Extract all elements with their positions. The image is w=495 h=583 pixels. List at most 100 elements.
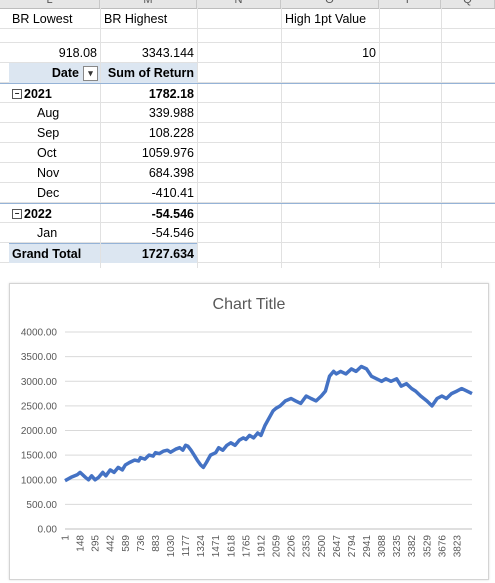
pivot-row-label-header[interactable]: Date ▾	[9, 63, 100, 83]
pivot-value-header[interactable]: Sum of Return	[101, 63, 197, 83]
x-tick-label: 1177	[181, 535, 192, 557]
pivot-year-row: −2022 -54.546	[0, 203, 495, 223]
x-tick-label: 2206	[287, 535, 298, 558]
x-tick-label: 295	[91, 535, 102, 552]
pivot-month-row: Sep 108.228	[0, 123, 495, 143]
column-header-n[interactable]: N	[197, 0, 281, 8]
x-tick-label: 2500	[317, 535, 328, 558]
grand-total-value[interactable]: 1727.634	[101, 243, 197, 263]
br-lowest-label[interactable]: BR Lowest	[12, 12, 73, 26]
x-tick-label: 2647	[332, 535, 343, 558]
y-tick-label: 3500.00	[21, 352, 58, 363]
pivot-row-label[interactable]: −2021	[9, 84, 100, 104]
x-tick-label: 442	[106, 535, 117, 552]
pivot-month-row: Dec -410.41	[0, 183, 495, 203]
x-tick-label: 1324	[196, 535, 207, 558]
pivot-header-row: Date ▾ Sum of Return	[0, 63, 495, 83]
pivot-row-text: Oct	[37, 146, 57, 160]
y-tick-label: 1500.00	[21, 451, 58, 462]
pivot-row-value[interactable]: -54.546	[151, 226, 194, 240]
x-tick-label: 1912	[256, 535, 267, 558]
column-header-o[interactable]: O	[281, 0, 379, 8]
x-tick-label: 2941	[362, 535, 373, 558]
grand-total-label[interactable]: Grand Total	[9, 243, 100, 263]
grid-line	[379, 8, 380, 268]
pivot-date-label: Date	[51, 66, 79, 80]
chart-title[interactable]: Chart Title	[212, 296, 286, 313]
pivot-row-label[interactable]: Oct	[9, 143, 100, 163]
pivot-month-row: Oct 1059.976	[0, 143, 495, 163]
y-tick-label: 3000.00	[21, 377, 58, 388]
column-header-p[interactable]: P	[379, 0, 441, 8]
y-tick-label: 0.00	[38, 525, 58, 536]
chart-series-line[interactable]	[64, 364, 473, 483]
y-tick-label: 2000.00	[21, 426, 58, 437]
grid-line	[197, 8, 198, 268]
grid-line	[100, 8, 101, 268]
line-chart[interactable]: Chart Title 0.00 500.00 1000.00 1500.00 2000…	[9, 283, 489, 580]
y-tick-label: 2500.00	[21, 401, 58, 412]
pivot-row-label[interactable]: Jan	[9, 223, 100, 243]
y-tick-label: 500.00	[26, 500, 57, 511]
x-tick-label: 3235	[392, 535, 403, 558]
x-tick-label: 2353	[302, 535, 313, 558]
pivot-row-text: 2022	[24, 207, 52, 221]
pivot-row-value[interactable]: -410.41	[151, 186, 194, 200]
pivot-row-value[interactable]: 1059.976	[141, 146, 194, 160]
column-header-l[interactable]: L	[0, 0, 100, 8]
high-1pt-label[interactable]: High 1pt Value	[285, 12, 367, 26]
pivot-month-row: Jan -54.546	[0, 223, 495, 243]
collapse-icon[interactable]: −	[12, 88, 22, 99]
pivot-year-row: −2021 1782.18	[0, 83, 495, 103]
x-tick-label: 2794	[347, 535, 358, 558]
x-tick-label: 736	[136, 535, 147, 552]
pivot-month-row: Aug 339.988	[0, 103, 495, 123]
x-tick-label: 1030	[166, 535, 177, 558]
br-highest-label[interactable]: BR Highest	[104, 12, 168, 26]
y-tick-label: 1000.00	[21, 475, 58, 486]
pivot-row-label[interactable]: Sep	[9, 123, 100, 143]
pivot-row-value[interactable]: 1782.18	[148, 87, 194, 101]
y-tick-label: 4000.00	[21, 328, 58, 339]
column-header-q[interactable]: Q	[441, 0, 495, 8]
x-tick-label: 3088	[377, 535, 388, 558]
sheet-row: 918.08 3343.144 10	[0, 43, 495, 63]
sheet-row: BR Lowest BR Highest High 1pt Value	[0, 9, 495, 29]
x-tick-label: 1618	[226, 535, 237, 558]
x-tick-label: 589	[121, 535, 132, 552]
x-tick-label: 1471	[211, 535, 222, 558]
br-highest-value[interactable]: 3343.144	[141, 46, 194, 60]
column-header-m[interactable]: M	[100, 0, 197, 8]
x-tick-label: 3823	[452, 535, 463, 558]
br-lowest-value[interactable]: 918.08	[58, 46, 97, 60]
x-tick-label: 148	[76, 535, 87, 552]
pivot-row-text: Sep	[37, 126, 60, 140]
x-tick-label: 1765	[241, 535, 252, 558]
pivot-month-row: Nov 684.398	[0, 163, 495, 183]
pivot-row-text: Dec	[37, 186, 60, 200]
pivot-row-label[interactable]: Dec	[9, 183, 100, 203]
sheet-row	[0, 29, 495, 43]
pivot-grand-total-row: Grand Total 1727.634	[0, 243, 495, 263]
collapse-icon[interactable]: −	[12, 208, 22, 219]
pivot-row-value[interactable]: 684.398	[148, 166, 194, 180]
high-1pt-value[interactable]: 10	[362, 46, 376, 60]
column-header-strip: L M N O P Q	[0, 0, 495, 9]
grid-line	[441, 8, 442, 268]
pivot-row-text: Nov	[37, 166, 60, 180]
x-tick-label: 1	[61, 535, 72, 541]
pivot-row-label[interactable]: Nov	[9, 163, 100, 183]
pivot-row-text: Aug	[37, 106, 60, 120]
pivot-row-text: 2021	[24, 87, 52, 101]
x-tick-label: 3676	[437, 535, 448, 558]
pivot-row-value[interactable]: -54.546	[151, 207, 194, 221]
filter-dropdown-icon[interactable]: ▾	[83, 66, 98, 82]
pivot-row-label[interactable]: Aug	[9, 103, 100, 123]
grid-line	[281, 8, 282, 268]
pivot-row-value[interactable]: 339.988	[148, 106, 194, 120]
x-tick-label: 3529	[422, 535, 433, 558]
pivot-row-label[interactable]: −2022	[9, 204, 100, 224]
pivot-row-value[interactable]: 108.228	[148, 126, 194, 140]
x-tick-label: 3382	[407, 535, 418, 558]
